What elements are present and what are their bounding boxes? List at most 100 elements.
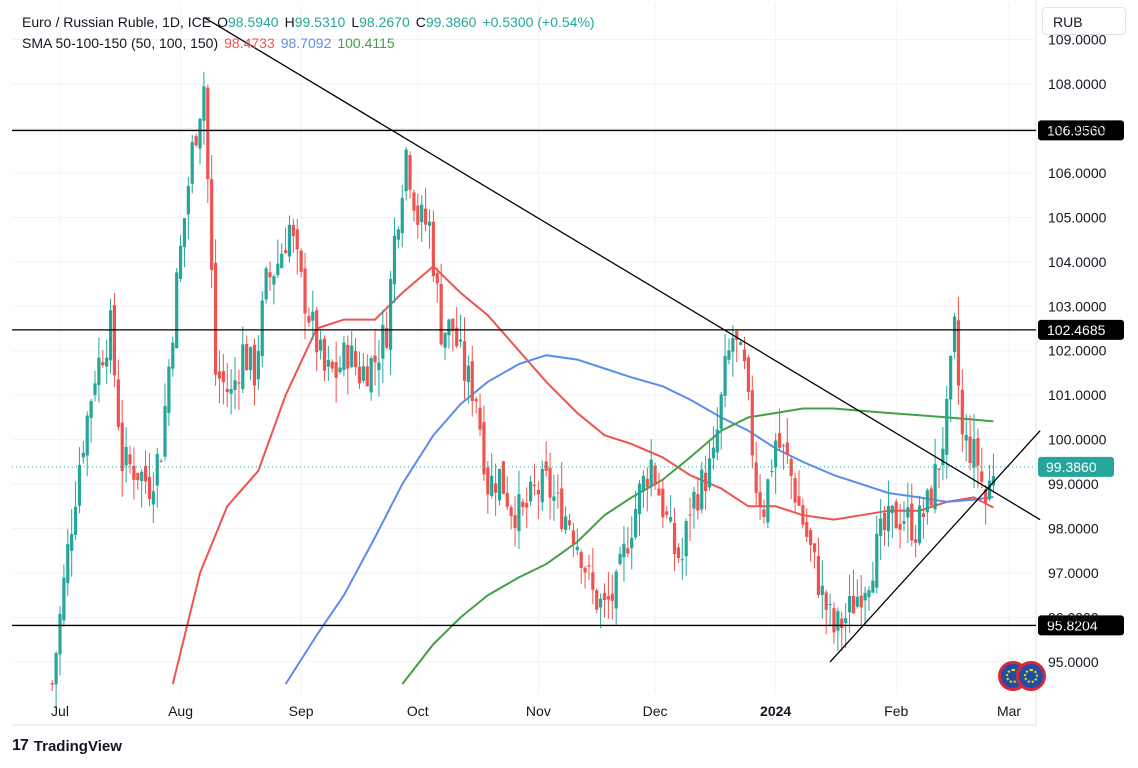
candle-body-up bbox=[233, 380, 236, 390]
eu-flag-icon-2[interactable] bbox=[1016, 661, 1046, 691]
candle-body-up bbox=[86, 416, 89, 456]
x-tick-label: Feb bbox=[884, 703, 908, 719]
candle-body-up bbox=[202, 86, 205, 120]
candle-body-up bbox=[280, 254, 283, 268]
candle-body-up bbox=[498, 469, 501, 500]
open-value: 98.5940 bbox=[228, 14, 279, 30]
brand-name: TradingView bbox=[34, 738, 122, 755]
candle-body-down bbox=[572, 530, 575, 544]
candle-body-up bbox=[288, 225, 291, 257]
candle-body-up bbox=[152, 491, 155, 504]
candle-body-up bbox=[350, 346, 353, 367]
candle-body-down bbox=[793, 478, 796, 502]
candle-body-down bbox=[160, 461, 163, 462]
candle-body-down bbox=[284, 250, 287, 253]
candle-body-up bbox=[125, 447, 128, 465]
candle-body-down bbox=[591, 572, 594, 590]
y-tick-label: 101.0000 bbox=[1048, 387, 1107, 403]
candle-body-up bbox=[723, 356, 726, 396]
candle-body-down bbox=[482, 422, 485, 474]
y-tick-label: 103.0000 bbox=[1048, 298, 1107, 314]
time-axis[interactable]: Jul Aug Sep Oct Nov Dec 2024 Feb Mar bbox=[51, 703, 1021, 719]
candle-body-down bbox=[432, 222, 435, 276]
price-chart[interactable]: 106.9560102.468595.820499.3860 109.00001… bbox=[0, 0, 1138, 768]
candle-body-up bbox=[97, 358, 100, 385]
candle-body-down bbox=[358, 367, 361, 384]
candle-body-up bbox=[140, 472, 143, 481]
candle-body-down bbox=[471, 361, 474, 401]
currency-button[interactable]: RUB bbox=[1042, 7, 1126, 35]
candle-body-up bbox=[319, 340, 322, 351]
candle-body-down bbox=[132, 466, 135, 480]
open-label: O bbox=[217, 14, 228, 30]
candle-body-up bbox=[871, 581, 874, 593]
candle-body-up bbox=[163, 406, 166, 457]
sma-legend[interactable]: SMA 50-100-150 (50, 100, 150) 98.4733 98.7… bbox=[22, 35, 395, 51]
candle-body-down bbox=[513, 515, 516, 528]
sma-label: SMA 50-100-150 (50, 100, 150) bbox=[22, 35, 218, 51]
candle-body-down bbox=[436, 273, 439, 283]
candle-body-down bbox=[545, 462, 548, 471]
candle-body-up bbox=[642, 476, 645, 492]
candle-body-down bbox=[751, 390, 754, 455]
candle-body-down bbox=[128, 454, 131, 464]
candle-body-up bbox=[828, 604, 831, 605]
candle-body-up bbox=[934, 464, 937, 509]
y-tick-label: 106.0000 bbox=[1048, 165, 1107, 181]
candle-body-up bbox=[926, 490, 929, 512]
candle-body-down bbox=[801, 505, 804, 524]
candle-body-down bbox=[463, 341, 466, 381]
candle-body-down bbox=[346, 345, 349, 369]
candle-body-down bbox=[335, 362, 338, 378]
candle-body-up bbox=[906, 507, 909, 517]
candle-body-down bbox=[813, 543, 816, 552]
candle-body-down bbox=[366, 366, 369, 386]
candle-body-up bbox=[156, 454, 159, 486]
candle-body-up bbox=[821, 586, 824, 595]
candle-body-up bbox=[634, 509, 637, 537]
candle-body-down bbox=[533, 485, 536, 486]
y-tick-label: 96.0000 bbox=[1048, 609, 1099, 625]
candle-body-down bbox=[976, 438, 979, 465]
candle-body-up bbox=[311, 312, 314, 321]
candle-body-up bbox=[844, 618, 847, 623]
x-tick-label: Sep bbox=[289, 703, 314, 719]
candle-body-down bbox=[331, 362, 334, 369]
candle-body-down bbox=[898, 524, 901, 530]
candlesticks bbox=[51, 72, 995, 708]
candle-body-down bbox=[300, 251, 303, 272]
candle-body-up bbox=[389, 279, 392, 350]
level-label: 102.4685 bbox=[1047, 322, 1106, 338]
candle-body-down bbox=[883, 513, 886, 530]
candle-body-up bbox=[265, 268, 268, 299]
y-tick-label: 98.0000 bbox=[1048, 521, 1099, 537]
candle-body-up bbox=[863, 593, 866, 601]
candle-body-up bbox=[370, 358, 373, 392]
candle-body-down bbox=[548, 468, 551, 498]
candle-body-up bbox=[249, 347, 252, 370]
price-axis[interactable]: 109.0000 108.0000 107.0000 106.0000 105.0000… bbox=[1048, 32, 1107, 670]
candle-body-down bbox=[373, 356, 376, 363]
candle-body-up bbox=[393, 236, 396, 285]
candle-body-down bbox=[478, 408, 481, 430]
candle-body-up bbox=[529, 482, 532, 502]
candle-body-up bbox=[681, 559, 684, 560]
candle-body-down bbox=[502, 461, 505, 494]
last-price-label: 99.3860 bbox=[1046, 459, 1097, 475]
candle-body-up bbox=[867, 590, 870, 597]
candle-body-up bbox=[731, 338, 734, 352]
candle-body-up bbox=[272, 276, 275, 285]
candle-body-up bbox=[770, 471, 773, 472]
candle-body-up bbox=[70, 534, 73, 551]
candle-body-up bbox=[630, 538, 633, 548]
candle-body-up bbox=[105, 358, 108, 367]
candle-body-down bbox=[580, 552, 583, 568]
candle-body-up bbox=[187, 186, 190, 215]
tradingview-branding[interactable]: 17 TradingView bbox=[12, 737, 122, 755]
candle-body-down bbox=[786, 443, 789, 455]
candle-body-down bbox=[144, 466, 147, 481]
candle-body-up bbox=[261, 300, 264, 356]
candle-body-down bbox=[556, 493, 559, 494]
candle-body-up bbox=[179, 246, 182, 279]
candle-body-up bbox=[109, 310, 112, 360]
